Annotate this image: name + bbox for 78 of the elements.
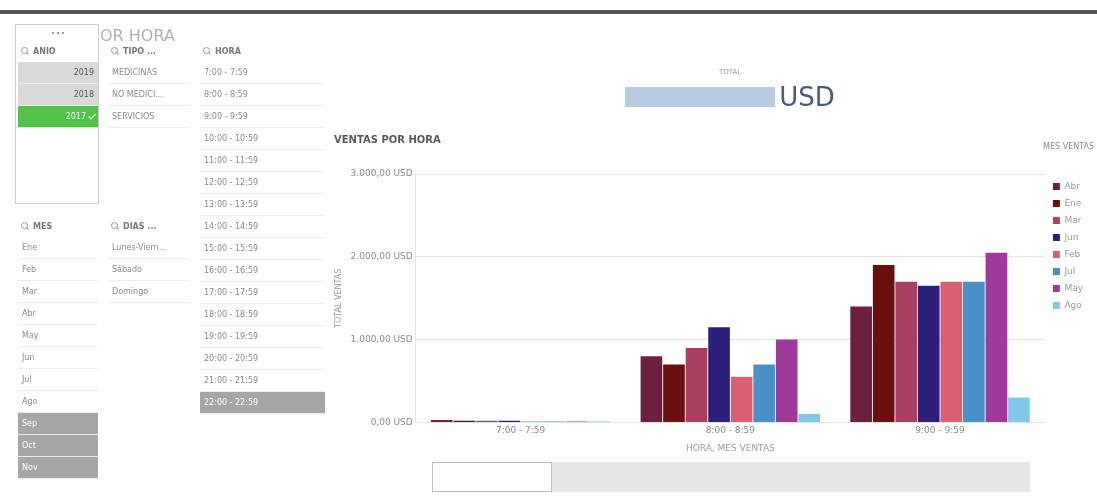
- legend-label: May: [1064, 282, 1084, 293]
- text: Lunes-Viern...: [108, 237, 190, 259]
- bar: [917, 285, 940, 422]
- text: 14:00 - 14:59: [200, 216, 325, 238]
- text: 13:00 - 13:59: [200, 194, 325, 216]
- legend-label: Ene: [1064, 197, 1082, 208]
- text: SERVICIOS: [108, 106, 190, 128]
- y-tick-label: 2.000,00 USD: [350, 251, 413, 262]
- text: 2018: [18, 84, 98, 106]
- y-tick-label: 3.000,00 USD: [350, 168, 413, 179]
- x-tick-label: 8:00 - 8:59: [705, 425, 756, 436]
- text: Jun: [18, 347, 98, 369]
- legend-label: Feb: [1064, 248, 1081, 259]
- text: Oct: [18, 435, 98, 457]
- chart-title: VENTAS POR HORA: [334, 134, 441, 145]
- text: Ago: [18, 391, 98, 413]
- text: Abr: [18, 303, 98, 325]
- text: Jul: [18, 369, 98, 391]
- bar: [708, 327, 730, 422]
- text: 8:00 - 8:59: [200, 84, 325, 106]
- legend-label: Abr: [1064, 180, 1081, 191]
- bar: [985, 252, 1008, 422]
- legend-label: Ago: [1064, 299, 1083, 310]
- x-axis-title: HORA, MES VENTAS: [685, 442, 776, 453]
- legend-label: Jul: [1063, 265, 1076, 276]
- bar: [850, 306, 872, 422]
- bar: [798, 414, 821, 422]
- text: Sábado: [108, 259, 190, 281]
- text: 19:00 - 19:59: [200, 326, 325, 348]
- bar: [963, 281, 985, 422]
- text: 11:00 - 11:59: [200, 150, 325, 172]
- text: 18:00 - 18:59: [200, 304, 325, 326]
- text: TIPO ...: [123, 46, 156, 56]
- text: 2017: [18, 106, 98, 128]
- legend-title: MES VENTAS: [1043, 142, 1094, 151]
- bar: [872, 265, 895, 422]
- x-tick-label: 7:00 - 7:59: [495, 425, 546, 436]
- text: MES: [32, 220, 54, 233]
- text: 17:00 - 17:59: [200, 282, 325, 304]
- text: DIAS ...: [122, 220, 158, 233]
- x-tick-label: 9:00 - 9:59: [915, 425, 966, 436]
- text: 15:00 - 15:59: [200, 238, 325, 260]
- text: 9:00 - 9:59: [200, 106, 325, 128]
- y-tick-label: 1.000,00 USD: [350, 333, 413, 344]
- legend-label: Mar: [1064, 214, 1082, 225]
- bar: [730, 376, 753, 422]
- y-axis-title: TOTAL VENTAS: [333, 268, 343, 329]
- text: MEDICINAS: [108, 62, 190, 84]
- text: ANIO: [32, 45, 57, 58]
- bar: [940, 281, 963, 422]
- text: Nov: [18, 457, 98, 479]
- text: May: [18, 325, 98, 347]
- y-tick-label: 0,00 USD: [370, 416, 413, 427]
- text: 22:00 - 22:59: [200, 392, 325, 414]
- text: 12:00 - 12:59: [200, 172, 325, 194]
- text: HORA: [214, 45, 242, 58]
- bar: [895, 281, 918, 422]
- text: Domingo: [108, 281, 190, 303]
- text: NO MEDICI...: [108, 84, 190, 106]
- bar: [1008, 397, 1030, 422]
- bar: [685, 347, 708, 422]
- text: OR HORA: [100, 26, 175, 45]
- legend-label: Jun: [1063, 231, 1079, 242]
- bar: [640, 356, 663, 422]
- text: 7:00 - 7:59: [200, 62, 325, 84]
- text: Sep: [18, 413, 98, 435]
- text: 10:00 - 10:59: [200, 128, 325, 150]
- text: Feb: [18, 259, 98, 281]
- bar: [663, 364, 685, 422]
- text: Mar: [18, 281, 98, 303]
- text: USD: [779, 82, 835, 112]
- bar: [753, 364, 775, 422]
- text: 16:00 - 16:59: [200, 260, 325, 282]
- text: 2019: [18, 62, 98, 84]
- bar: [775, 339, 798, 422]
- text: 21:00 - 21:59: [200, 370, 325, 392]
- text: Ene: [18, 237, 98, 259]
- text: 20:00 - 20:59: [200, 348, 325, 370]
